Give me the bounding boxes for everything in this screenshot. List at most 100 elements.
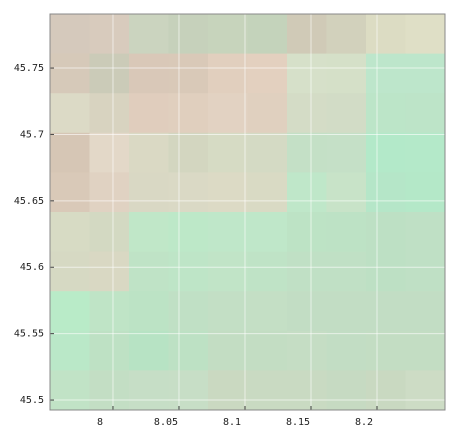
- cell: [89, 370, 130, 411]
- cell: [89, 172, 130, 213]
- cell: [208, 212, 248, 253]
- cell: [405, 330, 446, 371]
- cell: [247, 330, 288, 371]
- cell: [287, 330, 327, 371]
- cell: [247, 291, 288, 332]
- cell: [50, 330, 90, 371]
- cell: [208, 14, 248, 55]
- cell: [287, 291, 327, 332]
- cell: [89, 14, 130, 55]
- cell: [168, 93, 209, 134]
- x-tick-label: 8.2: [355, 417, 373, 428]
- cell: [50, 172, 90, 213]
- cell: [50, 212, 90, 253]
- cell: [208, 93, 248, 134]
- x-tick-label: 8.05: [154, 417, 178, 428]
- cell: [168, 212, 209, 253]
- cell: [89, 251, 130, 292]
- cell: [168, 291, 209, 332]
- cell: [366, 212, 406, 253]
- cell: [89, 93, 130, 134]
- cell: [405, 212, 446, 253]
- cell: [89, 53, 130, 94]
- cell: [326, 93, 367, 134]
- cell: [405, 132, 446, 173]
- cell: [129, 14, 169, 55]
- cell: [366, 291, 406, 332]
- cell: [89, 212, 130, 253]
- cell: [50, 93, 90, 134]
- cell: [50, 291, 90, 332]
- cell: [326, 370, 367, 411]
- x-tick-label: 8: [97, 417, 103, 428]
- y-tick-label: 45.75: [14, 63, 44, 74]
- cell: [168, 132, 209, 173]
- cell: [287, 132, 327, 173]
- y-tick-label: 45.55: [14, 329, 44, 340]
- x-tick-label: 8.1: [223, 417, 241, 428]
- cell: [326, 132, 367, 173]
- cell: [129, 251, 169, 292]
- cell: [247, 93, 288, 134]
- cell: [50, 53, 90, 94]
- cell: [168, 251, 209, 292]
- y-tick-label: 45.6: [20, 262, 44, 273]
- cell: [366, 53, 406, 94]
- cell: [168, 53, 209, 94]
- cell: [208, 172, 248, 213]
- cell: [287, 53, 327, 94]
- cell: [247, 370, 288, 411]
- cell: [247, 172, 288, 213]
- cell: [129, 330, 169, 371]
- cell: [405, 53, 446, 94]
- cell: [326, 172, 367, 213]
- cell: [129, 370, 169, 411]
- cell: [129, 291, 169, 332]
- cell: [168, 370, 209, 411]
- cell: [405, 370, 446, 411]
- cell: [208, 53, 248, 94]
- plot-frame: [49, 13, 446, 411]
- x-tick-label: 8.15: [286, 417, 310, 428]
- cell: [50, 14, 90, 55]
- cell: [89, 330, 130, 371]
- cell: [366, 14, 406, 55]
- y-tick-label: 45.7: [20, 129, 44, 140]
- cell: [50, 370, 90, 411]
- cell: [405, 93, 446, 134]
- cell: [405, 251, 446, 292]
- y-tick-label: 45.5: [20, 395, 44, 406]
- cell: [287, 212, 327, 253]
- cell: [208, 370, 248, 411]
- cell: [208, 291, 248, 332]
- cell: [129, 172, 169, 213]
- cell: [287, 370, 327, 411]
- cell: [247, 53, 288, 94]
- cell: [405, 172, 446, 213]
- cell: [129, 132, 169, 173]
- cell: [326, 330, 367, 371]
- cell: [89, 132, 130, 173]
- cell: [247, 212, 288, 253]
- cell: [405, 14, 446, 55]
- cell: [366, 132, 406, 173]
- cell: [366, 370, 406, 411]
- cell: [366, 330, 406, 371]
- cell: [366, 93, 406, 134]
- cell: [287, 251, 327, 292]
- cell: [326, 212, 367, 253]
- y-tick-label: 45.65: [14, 196, 44, 207]
- cell: [129, 53, 169, 94]
- cell: [129, 212, 169, 253]
- cell: [326, 291, 367, 332]
- cell: [366, 251, 406, 292]
- cell: [129, 93, 169, 134]
- cell: [247, 14, 288, 55]
- cell: [405, 291, 446, 332]
- cell: [168, 172, 209, 213]
- cell: [168, 14, 209, 55]
- cell: [50, 251, 90, 292]
- cell: [208, 330, 248, 371]
- cell: [247, 132, 288, 173]
